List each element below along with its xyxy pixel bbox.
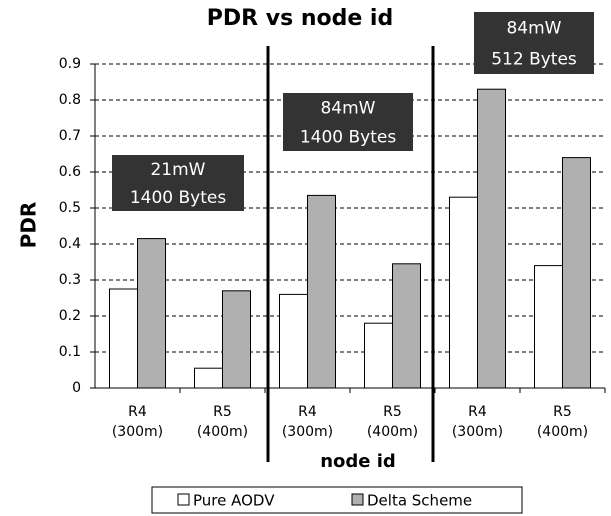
chart-title: PDR vs node id [207,6,393,31]
bar [562,157,591,389]
y-tick-label: 0.7 [59,128,81,144]
bar [307,194,336,389]
bar [137,238,166,389]
legend-box [151,486,523,514]
bar [534,265,563,389]
bar [109,288,138,389]
annotation: 84mW [506,19,561,39]
bar [449,196,478,389]
y-tick-label: 0 [72,380,81,396]
annotation: 1400 Bytes [300,128,397,148]
legend-swatch [177,493,190,506]
bar [392,263,421,389]
x-axis-label: node id [320,451,396,472]
annotation: 84mW [320,99,375,119]
bar [279,293,308,389]
x-tick-label: (300m) [452,424,503,440]
x-tick-label: (400m) [367,424,418,440]
annotation: 21mW [150,160,205,180]
y-tick-label: 0.1 [59,344,81,360]
bar [477,88,506,389]
bar [222,290,251,389]
x-tick-label: (300m) [282,424,333,440]
y-tick-label: 0.5 [59,200,81,216]
legend-label: Pure AODV [193,492,275,510]
annotation: 1400 Bytes [130,188,227,208]
x-tick-label: (400m) [537,424,588,440]
y-axis-label: PDR [17,202,41,249]
y-tick-label: 0.4 [59,236,81,252]
x-tick-label: R4 [298,404,317,420]
annotation: 512 Bytes [491,50,577,70]
x-tick-label: R5 [383,404,402,420]
legend-label: Delta Scheme [367,492,472,510]
x-tick-label: R4 [468,404,487,420]
x-tick-label: R5 [553,404,572,420]
y-tick-label: 0.8 [59,92,81,108]
bar [364,322,393,389]
y-tick-label: 0.6 [59,164,81,180]
annotation-box [474,12,594,74]
annotation-box [112,155,244,211]
legend-swatch [351,493,364,506]
y-tick-label: 0.3 [59,272,81,288]
y-tick-label: 0.2 [59,308,81,324]
y-tick-label: 0.9 [59,56,81,72]
bar [194,367,223,389]
x-tick-label: R5 [213,404,232,420]
annotation-box [283,93,413,151]
x-tick-label: (300m) [112,424,163,440]
x-tick-label: R4 [128,404,147,420]
x-tick-label: (400m) [197,424,248,440]
